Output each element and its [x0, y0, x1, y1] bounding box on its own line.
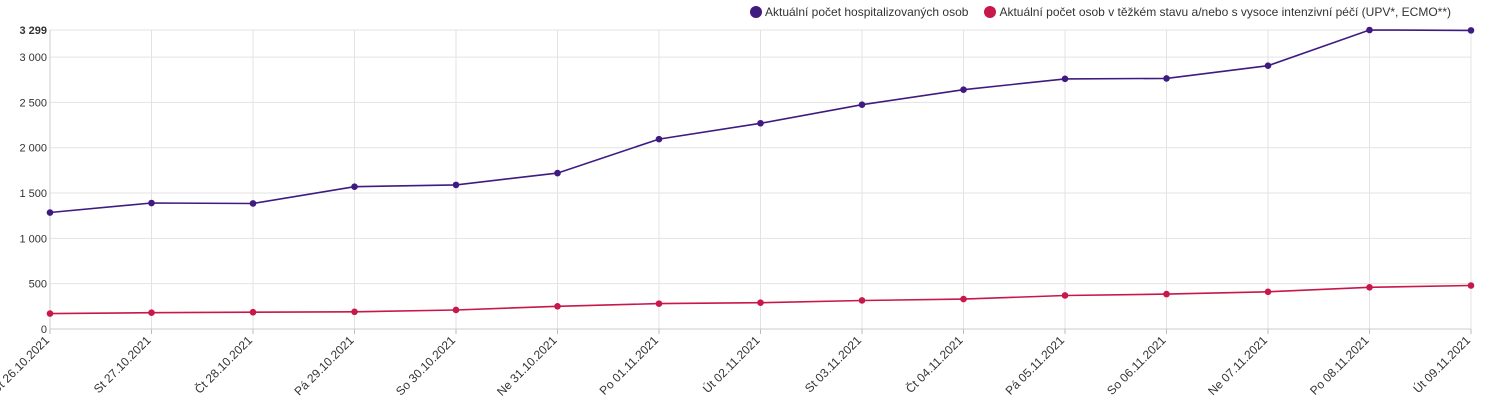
legend-label-severe: Aktuální počet osob v těžkém stavu a/neb…	[999, 5, 1451, 19]
data-point-series-0	[858, 101, 866, 108]
x-tick-label: So 06.11.2021	[1104, 333, 1169, 398]
y-tick-label: 1 500	[19, 188, 47, 200]
legend: Aktuální počet hospitalizovaných osob Ak…	[749, 5, 1451, 19]
data-point-series-1	[1061, 292, 1069, 299]
data-point-series-0	[554, 169, 561, 177]
x-tick-label: Út 09.11.2021	[1410, 332, 1474, 396]
data-point-series-0	[46, 209, 54, 216]
data-point-series-1	[655, 300, 663, 307]
data-point-series-0	[148, 199, 155, 207]
x-tick-label: Ne 07.11.2021	[1205, 333, 1270, 398]
data-point-series-1	[858, 297, 866, 304]
data-point-series-1	[1264, 288, 1272, 296]
data-point-series-0	[1467, 27, 1475, 34]
x-tick-label: So 30.10.2021	[393, 333, 458, 398]
x-tick-label: Po 01.11.2021	[597, 333, 662, 398]
data-point-series-1	[960, 295, 967, 303]
x-tick-label: Čt 04.11.2021	[902, 332, 966, 396]
y-tick-label: 500	[29, 279, 47, 291]
data-point-series-0	[960, 86, 967, 94]
data-point-series-1	[757, 299, 764, 307]
y-tick-label: 1 000	[19, 233, 47, 245]
data-point-series-0	[1061, 75, 1069, 83]
data-point-series-0	[1366, 26, 1373, 34]
data-point-series-0	[452, 181, 460, 189]
x-tick-label: Čt 28.10.2021	[191, 332, 255, 396]
legend-marker-hospitalized	[749, 6, 762, 18]
data-point-series-0	[1163, 75, 1170, 82]
data-point-series-1	[249, 308, 257, 316]
data-point-series-0	[1264, 62, 1272, 70]
x-tick-label: Po 08.11.2021	[1307, 333, 1372, 398]
x-tick-label: Ne 31.10.2021	[494, 333, 560, 399]
data-point-series-1	[1163, 290, 1170, 298]
data-point-series-1	[554, 303, 561, 310]
legend-item-severe[interactable]: Aktuální počet osob v těžkém stavu a/neb…	[984, 5, 1451, 19]
data-point-series-1	[452, 306, 460, 314]
x-tick-label: Út 26.10.2021	[0, 332, 52, 396]
data-point-series-0	[249, 200, 257, 207]
x-tick-label: St 27.10.2021	[91, 333, 154, 396]
y-tick-label: 2 000	[19, 143, 47, 155]
data-point-series-1	[148, 309, 155, 316]
legend-label-hospitalized: Aktuální počet hospitalizovaných osob	[764, 5, 969, 19]
x-tick-label: Pá 29.10.2021	[292, 333, 357, 398]
legend-item-hospitalized[interactable]: Aktuální počet hospitalizovaných osob	[749, 5, 969, 19]
legend-marker-severe	[984, 6, 997, 18]
y-tick-label: 3 299	[19, 25, 47, 37]
data-point-series-1	[1467, 282, 1475, 289]
data-point-series-1	[1366, 284, 1373, 291]
y-tick-label: 3 000	[19, 52, 47, 64]
data-point-series-0	[351, 183, 358, 191]
y-tick-label: 0	[41, 324, 47, 336]
x-tick-label: Út 02.11.2021	[699, 332, 763, 396]
data-point-series-1	[351, 308, 358, 316]
x-tick-label: Pá 05.11.2021	[1003, 333, 1068, 398]
data-point-series-0	[655, 135, 663, 143]
data-point-series-0	[757, 119, 764, 127]
y-tick-label: 2 500	[19, 97, 47, 109]
x-tick-label: St 03.11.2021	[802, 333, 864, 395]
data-point-series-1	[46, 310, 54, 317]
